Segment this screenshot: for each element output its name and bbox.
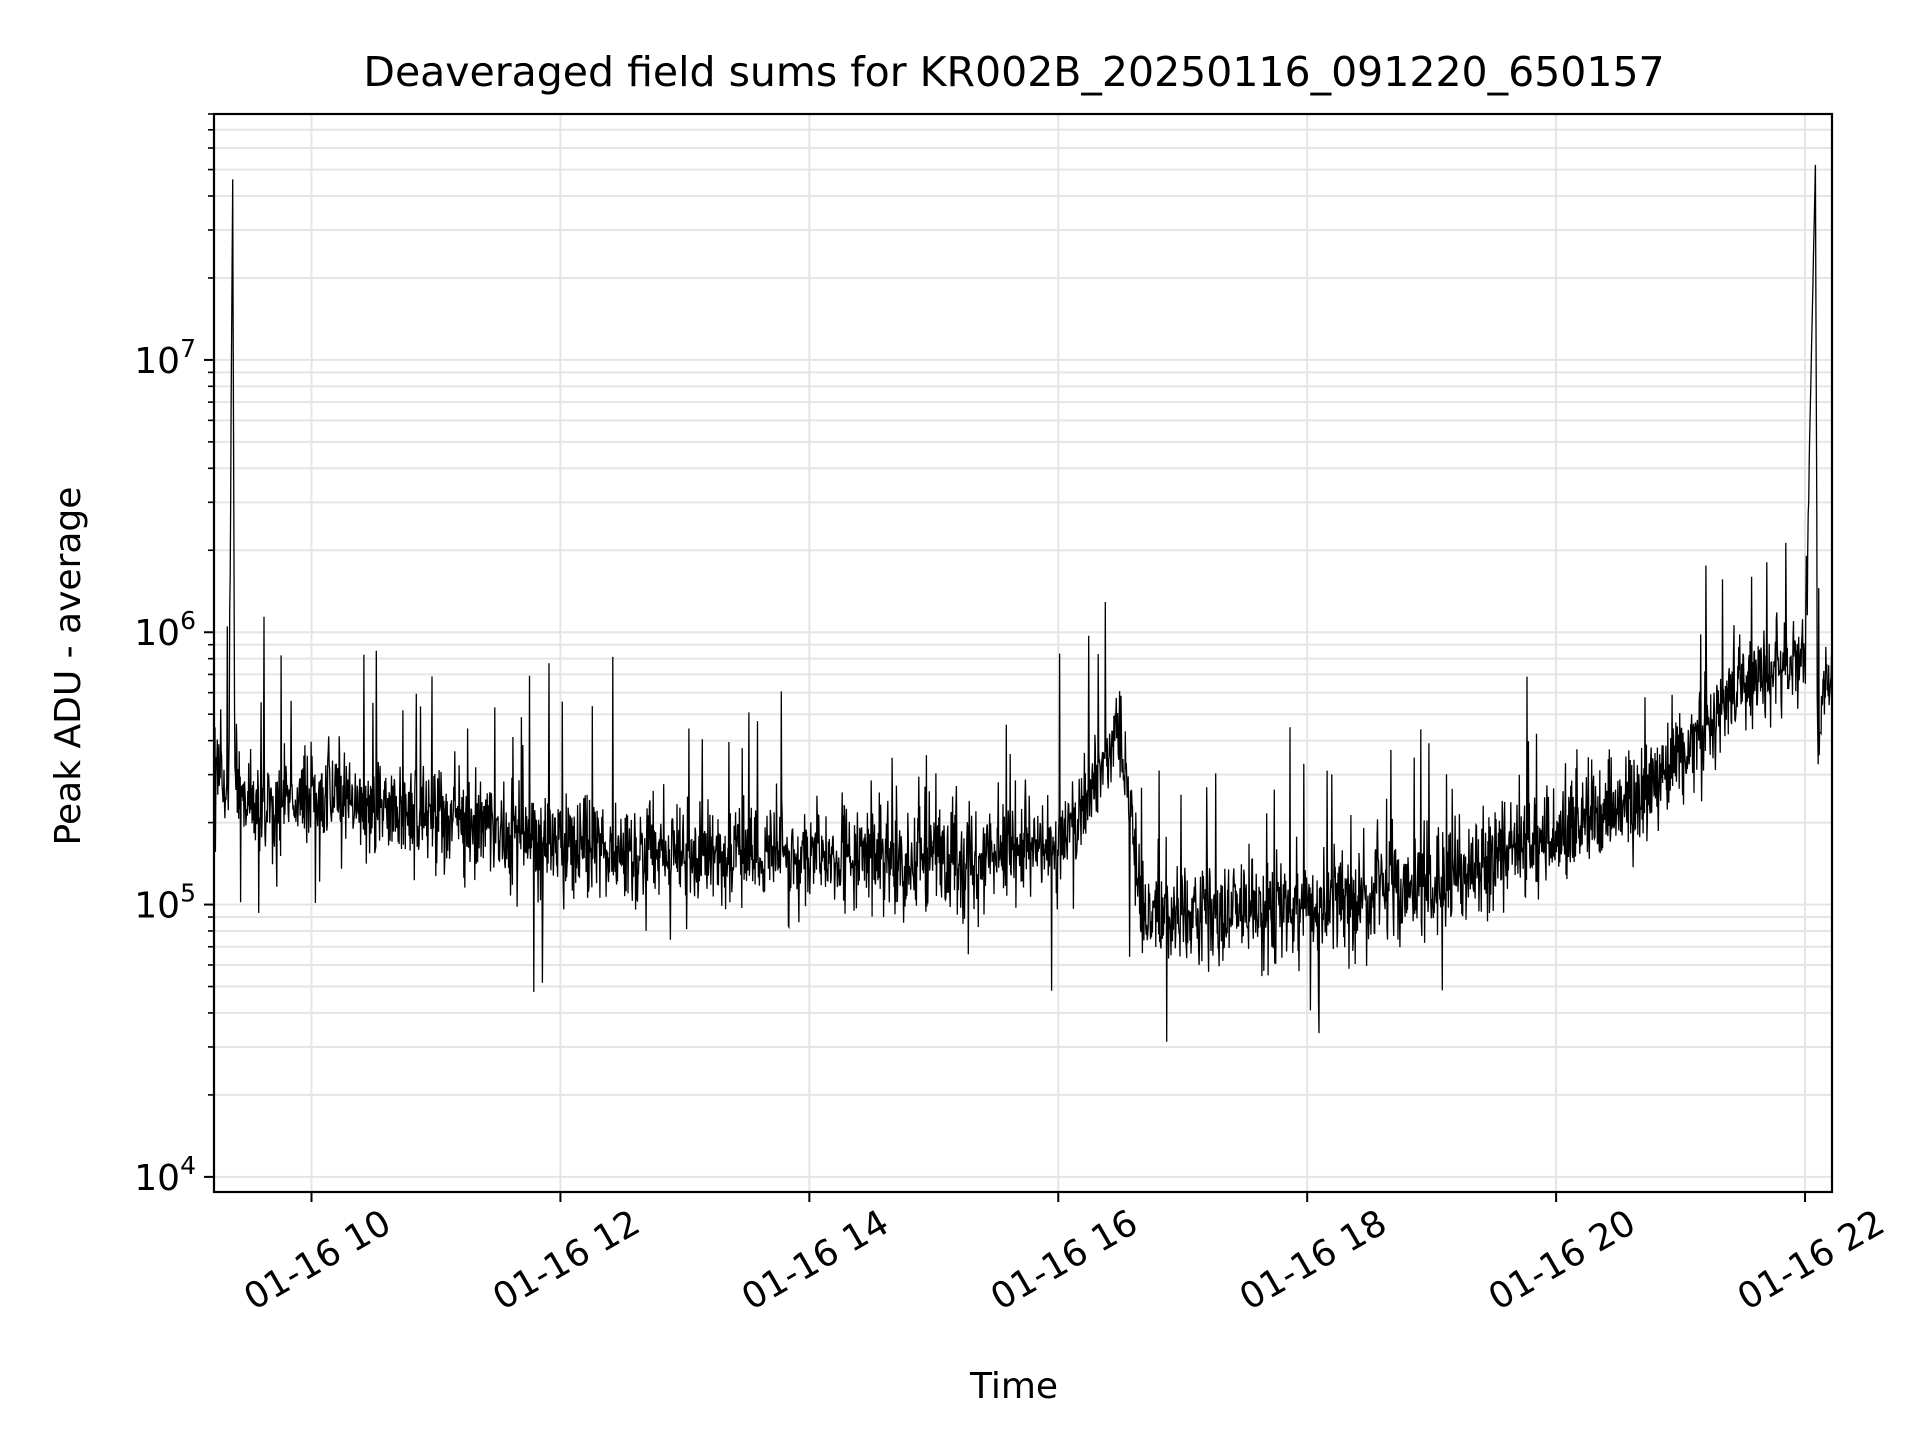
x-tick-label: 01-16 18	[1233, 1202, 1394, 1318]
x-tick-label: 01-16 16	[984, 1202, 1145, 1318]
plot-frame	[212, 112, 1834, 1194]
y-tick-label: 105	[134, 879, 196, 927]
x-tick-label: 01-16 10	[237, 1202, 398, 1318]
x-tick-label: 01-16 20	[1482, 1202, 1643, 1318]
y-tick-label: 107	[134, 334, 196, 382]
plot-area	[213, 164, 1833, 1042]
y-axis: 104 105 106 107	[134, 113, 214, 1199]
y-axis-label: Peak ADU - average	[48, 487, 89, 846]
series-line	[213, 164, 1833, 1042]
y-tick-label: 106	[134, 606, 196, 654]
x-axis-label: Time	[969, 1366, 1058, 1407]
chart-title: Deaveraged field sums for KR002B_2025011…	[363, 48, 1664, 96]
x-tick-label: 01-16 22	[1731, 1202, 1892, 1318]
x-tick-label: 01-16 14	[735, 1202, 896, 1318]
grid	[214, 113, 1832, 1192]
y-tick-label: 104	[134, 1151, 196, 1199]
x-axis: 01-16 10 01-16 12 01-16 14 01-16 16 01-16 18…	[237, 1192, 1892, 1319]
x-tick-label: 01-16 12	[486, 1202, 647, 1318]
